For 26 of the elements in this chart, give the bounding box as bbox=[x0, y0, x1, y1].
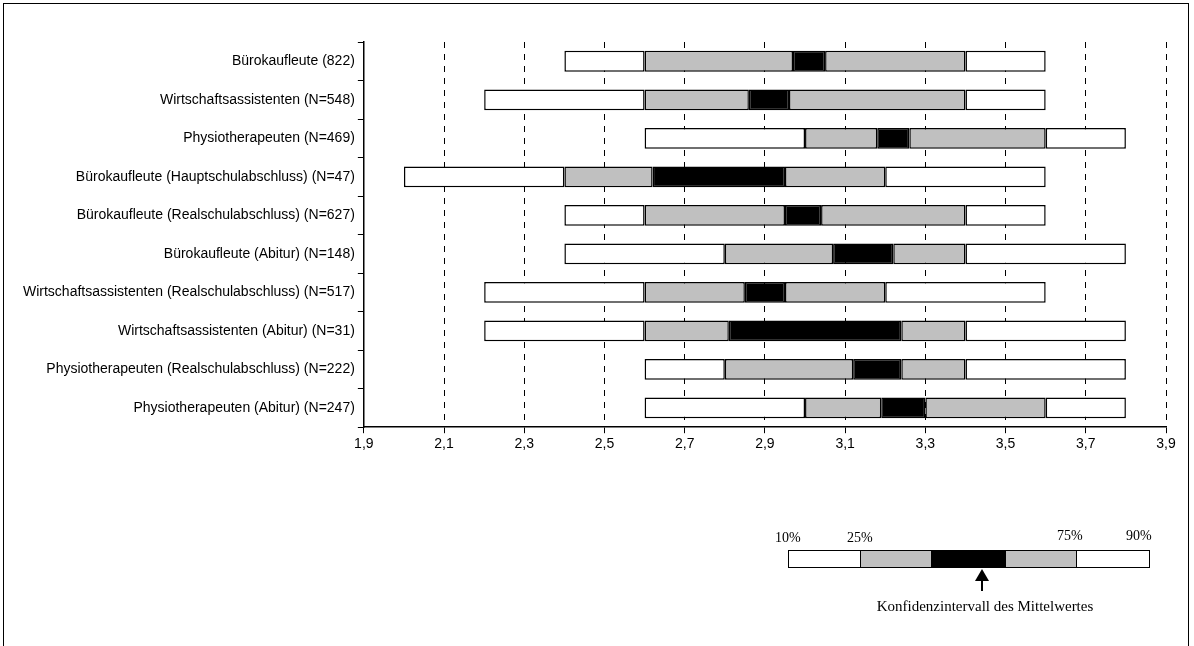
y-tick-label: Physiotherapeuten (N=469) bbox=[183, 129, 355, 146]
x-tick-label: 3,1 bbox=[835, 435, 856, 452]
x-tick-label: 2,3 bbox=[514, 435, 535, 452]
text: 75% bbox=[1057, 528, 1083, 544]
y-tick-label: Physiotherapeuten (Realschulabschluss) (N=222) bbox=[46, 360, 355, 377]
y-tick-label: Bürokaufleute (822) bbox=[231, 52, 355, 69]
x-tick-label: 2,9 bbox=[755, 435, 775, 452]
text: 90% bbox=[1126, 528, 1152, 544]
y-tick-label: Wirtschaftsassistenten (Abitur) (N=31) bbox=[117, 321, 355, 338]
x-tick-label: 3,5 bbox=[995, 435, 1016, 452]
x-tick-label: 2,5 bbox=[594, 435, 615, 452]
text: 10% bbox=[775, 530, 801, 546]
text: 25% bbox=[847, 530, 873, 546]
y-tick-label: Bürokaufleute (Hauptschulabschluss) (N=47) bbox=[75, 167, 355, 184]
x-tick-label: 3,9 bbox=[1156, 435, 1176, 452]
x-tick-label: 2,7 bbox=[674, 435, 695, 452]
text: Konfidenzintervall des Mittelwertes bbox=[875, 598, 1095, 615]
x-tick-label: 3,7 bbox=[1076, 435, 1096, 452]
y-tick-label: Bürokaufleute (Realschulabschluss) (N=627) bbox=[76, 206, 355, 223]
y-tick-label: Physiotherapeuten (Abitur) (N=247) bbox=[133, 398, 355, 415]
y-tick-label: Wirtschaftsassistenten (N=548) bbox=[159, 90, 355, 107]
x-tick-label: 1,9 bbox=[354, 435, 374, 452]
y-tick-label: Wirtschaftsassistenten (Realschulabschluss) (N=517) bbox=[22, 283, 355, 300]
x-tick-label: 3,3 bbox=[915, 435, 936, 452]
y-tick-label: Bürokaufleute (Abitur) (N=148) bbox=[163, 244, 355, 261]
x-tick-label: 2,1 bbox=[434, 435, 455, 452]
